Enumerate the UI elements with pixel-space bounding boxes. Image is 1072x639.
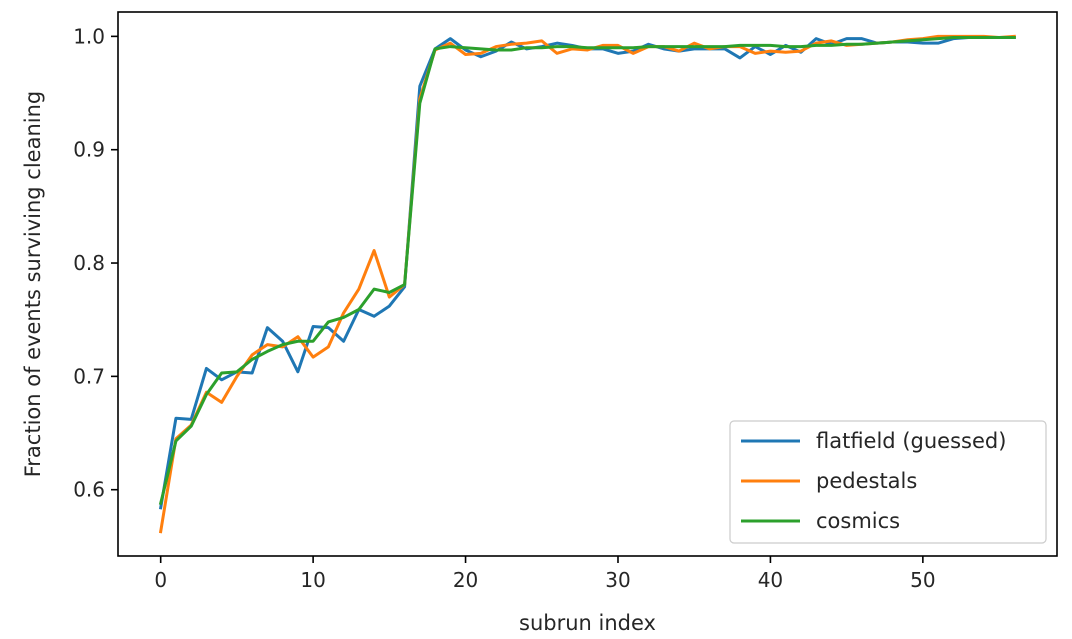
series-line-2 bbox=[158, 36, 1016, 506]
x-tick-label: 40 bbox=[758, 568, 783, 592]
x-axis-label: subrun index bbox=[519, 611, 656, 635]
x-tick-label: 20 bbox=[453, 568, 478, 592]
legend-label-1: pedestals bbox=[816, 469, 917, 493]
series-layer bbox=[158, 34, 1016, 534]
x-tick-label: 0 bbox=[154, 568, 167, 592]
y-axis-label: Fraction of events surviving cleaning bbox=[21, 91, 45, 478]
legend-label-0: flatfield (guessed) bbox=[816, 429, 1006, 453]
legend: flatfield (guessed) pedestals cosmics bbox=[729, 420, 1047, 544]
y-tick-label: 0.8 bbox=[73, 251, 105, 275]
y-tick-label: 0.7 bbox=[73, 364, 105, 388]
x-tick-label: 10 bbox=[300, 568, 325, 592]
y-axis-ticks: 0.6 0.7 0.8 0.9 1.0 bbox=[73, 24, 118, 502]
x-tick-label: 50 bbox=[910, 568, 935, 592]
y-tick-label: 1.0 bbox=[73, 24, 105, 48]
x-tick-label: 30 bbox=[605, 568, 630, 592]
legend-label-2: cosmics bbox=[816, 509, 900, 533]
y-tick-label: 0.6 bbox=[73, 478, 105, 502]
x-axis-ticks: 0 10 20 30 40 50 bbox=[154, 556, 936, 592]
plot-frame bbox=[117, 11, 1058, 557]
y-tick-label: 0.9 bbox=[73, 138, 105, 162]
legend-box bbox=[729, 420, 1047, 544]
